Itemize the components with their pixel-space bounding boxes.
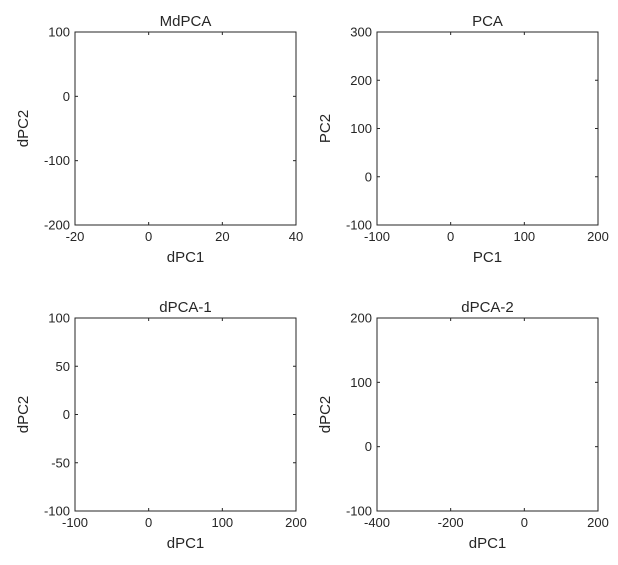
y-tick-label: 50 — [56, 359, 70, 374]
chart-title: PCA — [472, 13, 503, 30]
x-tick-label: 100 — [513, 229, 535, 244]
x-tick-label: 200 — [285, 515, 307, 530]
axes-box — [376, 31, 599, 226]
y-tick-label: 200 — [350, 311, 372, 326]
y-tick-label: 0 — [63, 89, 70, 104]
x-axis-label: dPC1 — [167, 249, 205, 266]
y-tick-label: -100 — [44, 153, 70, 168]
x-axis-label: dPC1 — [167, 535, 205, 552]
subplot-4: -400 -200 0 200 -100 0 100 200 dPCA-2 dPC1 dPC2 — [317, 299, 609, 552]
x-tick-label: 200 — [587, 515, 609, 530]
y-axis-label: PC2 — [317, 114, 334, 143]
y-tick-label: 0 — [63, 407, 70, 422]
chart-title: MdPCA — [160, 13, 212, 30]
y-tick-label: 0 — [365, 439, 372, 454]
y-tick-label: 100 — [48, 311, 70, 326]
y-axis-label: dPC2 — [15, 110, 32, 148]
y-tick-label: 100 — [48, 25, 70, 40]
y-tick-label: -100 — [44, 504, 70, 519]
x-tick-label: -100 — [62, 515, 88, 530]
x-tick-label: 40 — [289, 229, 303, 244]
y-tick-label: 300 — [350, 25, 372, 40]
axes-box — [74, 31, 297, 226]
y-tick-label: 0 — [365, 169, 372, 184]
x-tick-label: 0 — [447, 229, 454, 244]
y-axis-label: dPC2 — [15, 396, 32, 434]
y-tick-label: -50 — [51, 455, 70, 470]
y-tick-label: -100 — [346, 504, 372, 519]
chart-title: dPCA-2 — [461, 299, 514, 316]
y-tick-label: -100 — [346, 218, 372, 233]
axes-box — [376, 317, 599, 512]
y-tick-label: 100 — [350, 121, 372, 136]
y-tick-label: -200 — [44, 218, 70, 233]
axes-box — [74, 317, 297, 512]
chart-title: dPCA-1 — [159, 299, 212, 316]
y-tick-label: 200 — [350, 73, 372, 88]
x-tick-label: -100 — [364, 229, 390, 244]
y-axis-label: dPC2 — [317, 396, 334, 434]
x-tick-label: -200 — [438, 515, 464, 530]
x-tick-label: -400 — [364, 515, 390, 530]
x-tick-label: 100 — [211, 515, 233, 530]
y-tick-label: 100 — [350, 375, 372, 390]
subplot-3: -100 0 100 200 -100 -50 0 50 100 dPCA-1 dPC1 dPC2 — [15, 299, 307, 552]
x-axis-label: dPC1 — [469, 535, 507, 552]
x-tick-label: 200 — [587, 229, 609, 244]
subplot-2: -100 0 100 200 -100 0 100 200 300 PCA PC1 PC2 — [317, 13, 609, 266]
x-tick-label: 0 — [145, 229, 152, 244]
x-tick-label: -20 — [66, 229, 85, 244]
x-axis-label: PC1 — [473, 249, 502, 266]
x-tick-label: 20 — [215, 229, 229, 244]
x-tick-label: 0 — [145, 515, 152, 530]
x-tick-label: 0 — [521, 515, 528, 530]
